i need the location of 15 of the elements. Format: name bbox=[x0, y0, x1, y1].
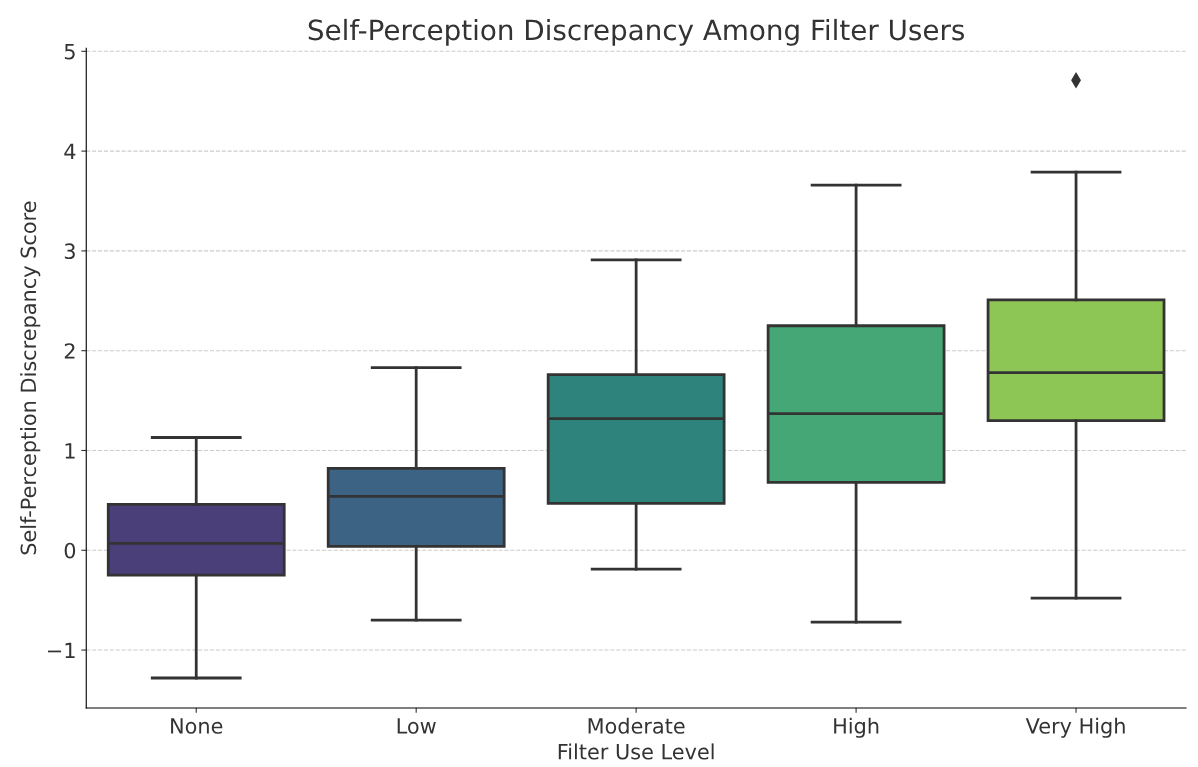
y-tick-label: 5 bbox=[64, 44, 75, 60]
y-tick-label: 4 bbox=[64, 143, 76, 160]
y-axis-title: Self-Perception Discrepancy Score bbox=[20, 201, 41, 555]
y-tick-label: 1 bbox=[65, 443, 75, 459]
x-tick-label: None bbox=[171, 718, 223, 734]
x-tick-label: Moderate bbox=[588, 717, 685, 734]
y-tick-label: −1 bbox=[48, 642, 75, 658]
y-tick-label: 3 bbox=[64, 243, 75, 260]
x-tick-label: High bbox=[834, 717, 879, 738]
x-axis-title: Filter Use Level bbox=[558, 743, 714, 760]
y-tick-label: 0 bbox=[64, 542, 76, 559]
chart-title: Self-Perception Discrepancy Among Filter Users bbox=[308, 18, 965, 46]
y-tick-label: 2 bbox=[64, 343, 75, 359]
x-tick-label: Very High bbox=[1025, 717, 1125, 738]
x-tick-label: Low bbox=[397, 718, 436, 734]
